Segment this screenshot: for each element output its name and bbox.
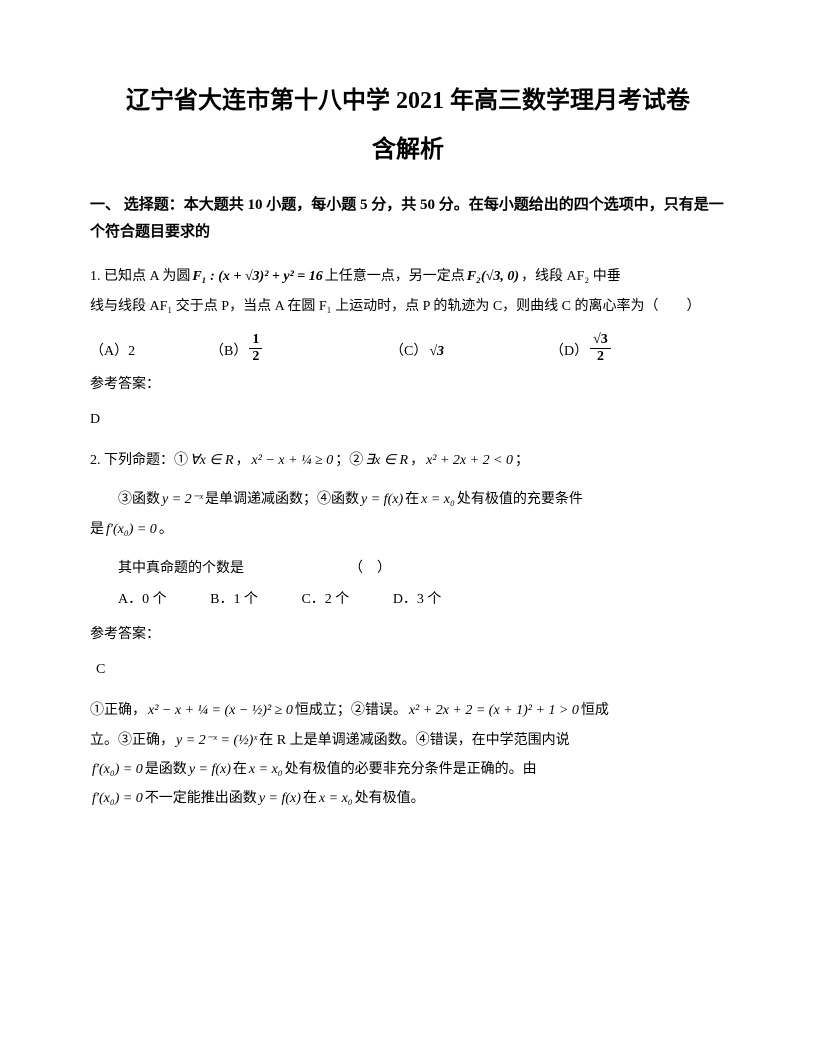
q2-line3f2: y = f(x)	[359, 487, 405, 512]
q2-exp4a: 不一定能推出函数	[145, 786, 257, 811]
q1-optB-den: 2	[249, 349, 262, 364]
q2-choices: A．0 个 B．1 个 C．2 个 D．3 个	[90, 587, 726, 612]
q2-choice-a: A．0 个	[118, 592, 167, 607]
question-1: 1. 已知点 A 为圆 F₁ : (x + √3)² + y² = 16 上任意…	[90, 264, 726, 432]
q2-answer-value: C	[90, 657, 726, 682]
section-1-heading: 一、 选择题：本大题共 10 小题，每小题 5 分，共 50 分。在每小题给出的…	[90, 192, 726, 246]
q2-line4a: 是	[90, 517, 104, 542]
q2-choice-d: D．3 个	[393, 592, 442, 607]
q2-exp3a: 是函数	[145, 757, 187, 782]
q2-line3a: ③函数	[118, 487, 160, 512]
q2-exp1f1: x² − x + ¼ = (x − ½)² ≥ 0	[146, 698, 295, 723]
q2-p1a: ∀x ∈ R	[188, 448, 236, 473]
q2-p2b: ，	[410, 448, 424, 473]
q2-stem: 其中真命题的个数是 （ ）	[90, 556, 726, 581]
q1-optA-value: 2	[128, 339, 135, 364]
q2-line3: ③函数 y = 2⁻ˣ 是单调递减函数；④函数 y = f(x) 在 x = x…	[90, 487, 726, 512]
q2-answer-label: 参考答案：	[90, 622, 726, 647]
q1-optC-label: （C）	[390, 339, 427, 364]
q2-choice-b: B．1 个	[210, 592, 258, 607]
q2-exp4c: 处有极值。	[355, 786, 425, 811]
q2-p2c: x² + 2x + 2 < 0	[424, 448, 515, 473]
q1-optB-label: （B）	[210, 339, 247, 364]
q2-exp3f2: y = f(x)	[187, 757, 233, 782]
q2-exp4f2: y = f(x)	[257, 786, 303, 811]
question-2: 2. 下列命题：① ∀x ∈ R ， x² − x + ¼ ≥ 0 ；② ∃x …	[90, 448, 726, 811]
exam-title-line2: 含解析	[90, 129, 726, 172]
exam-title-line1: 辽宁省大连市第十八中学 2021 年高三数学理月考试卷	[90, 80, 726, 123]
q2-p1c: x² − x + ¼ ≥ 0	[250, 448, 336, 473]
q1-answer-value: D	[90, 407, 726, 432]
q2-exp4f3: x = x₀	[317, 786, 355, 811]
q2-exp1a: ①正确，	[90, 698, 146, 723]
q1-optD-num: √3	[590, 333, 611, 349]
q2-exp1b: 恒成立；②错误。	[295, 698, 407, 723]
q1-formula-f2: F₂(√3, 0)	[465, 264, 521, 289]
q2-line3c: 在	[405, 487, 419, 512]
q2-exp-line4: f′(x₀) = 0 不一定能推出函数 y = f(x) 在 x = x₀ 处有…	[90, 786, 726, 811]
q2-mid2: ；	[515, 448, 529, 473]
q1-line2: 线与线段 AF₁ 交于点 P，当点 A 在圆 F₁ 上运动时，点 P 的轨迹为 …	[90, 294, 726, 319]
q2-p2a: ∃x ∈ R	[363, 448, 410, 473]
q2-exp4b: 在	[303, 786, 317, 811]
q2-line1: 2. 下列命题：① ∀x ∈ R ， x² − x + ¼ ≥ 0 ；② ∃x …	[90, 448, 726, 473]
q2-line3f1: y = 2⁻ˣ	[160, 487, 205, 512]
q2-line3f3: x = x₀	[419, 487, 457, 512]
q2-line3b: 是单调递减函数；④函数	[205, 487, 359, 512]
q1-option-c: （C） √3	[390, 339, 550, 364]
q2-exp-line3: f′(x₀) = 0 是函数 y = f(x) 在 x = x₀ 处有极值的必要…	[90, 757, 726, 782]
q1-optB-num: 1	[249, 333, 262, 349]
q2-exp-line2: 立。③正确， y = 2⁻ˣ = (½)ˣ 在 R 上是单调递减函数。④错误，在…	[90, 728, 726, 753]
q2-p1b: ，	[236, 448, 250, 473]
q2-prefix: 2. 下列命题：①	[90, 448, 188, 473]
q1-optA-label: （A）	[90, 339, 128, 364]
q2-line4b: 。	[159, 517, 173, 542]
q2-mid1: ；②	[335, 448, 363, 473]
q1-optC-value: √3	[427, 339, 446, 364]
q1-optD-label: （D）	[550, 339, 588, 364]
q1-formula-circle: F₁ : (x + √3)² + y² = 16	[190, 264, 324, 289]
q2-exp2a: 立。③正确，	[90, 728, 174, 753]
q2-line4: 是 f′(x₀) = 0 。	[90, 517, 726, 542]
q1-option-d: （D） √3 2	[550, 333, 613, 364]
q2-exp1f2: x² + 2x + 2 = (x + 1)² + 1 > 0	[407, 698, 581, 723]
q2-exp4f1: f′(x₀) = 0	[90, 786, 145, 811]
q2-exp-line1: ①正确， x² − x + ¼ = (x − ½)² ≥ 0 恒成立；②错误。 …	[90, 698, 726, 723]
q1-options: （A） 2 （B） 1 2 （C） √3 （D） √3 2	[90, 333, 726, 364]
q2-exp2f1: y = 2⁻ˣ = (½)ˣ	[174, 728, 259, 753]
q1-mid2: ，线段 AF₂ 中垂	[521, 264, 621, 289]
q2-line3d: 处有极值的充要条件	[457, 487, 583, 512]
q2-exp3f1: f′(x₀) = 0	[90, 757, 145, 782]
q2-exp2b: 在 R 上是单调递减函数。④错误，在中学范围内说	[259, 728, 569, 753]
q2-exp1c: 恒成	[581, 698, 609, 723]
q1-optB-fraction: 1 2	[249, 333, 262, 364]
q1-option-a: （A） 2	[90, 339, 210, 364]
q1-optD-den: 2	[594, 349, 607, 364]
q2-choice-c: C．2 个	[301, 592, 349, 607]
q1-prefix: 1. 已知点 A 为圆	[90, 264, 190, 289]
q2-exp3c: 处有极值的必要非充分条件是正确的。由	[285, 757, 537, 782]
q1-optD-fraction: √3 2	[590, 333, 611, 364]
q1-option-b: （B） 1 2	[210, 333, 390, 364]
q1-answer-label: 参考答案：	[90, 372, 726, 397]
q2-line4f: f′(x₀) = 0	[104, 517, 159, 542]
q1-line1: 1. 已知点 A 为圆 F₁ : (x + √3)² + y² = 16 上任意…	[90, 264, 726, 289]
q1-mid1: 上任意一点，另一定点	[325, 264, 465, 289]
q2-exp3f3: x = x₀	[247, 757, 285, 782]
q2-exp3b: 在	[233, 757, 247, 782]
